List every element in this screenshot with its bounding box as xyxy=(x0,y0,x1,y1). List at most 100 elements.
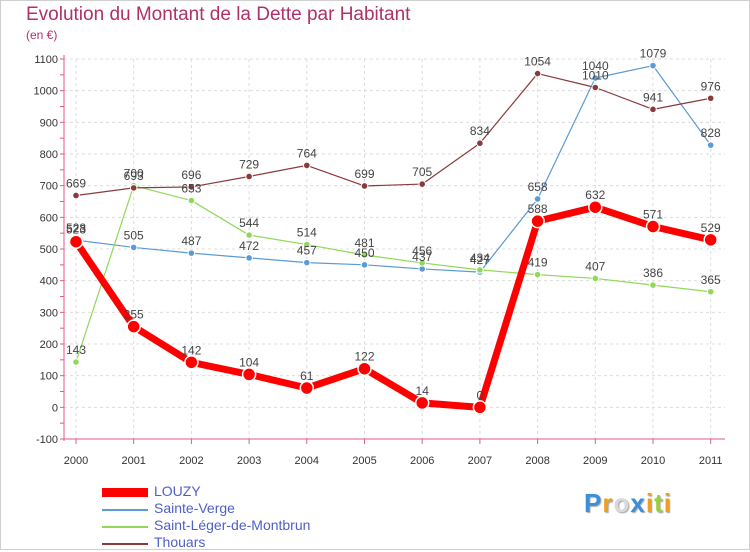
data-point-saint-leger-de-montbrun xyxy=(706,287,715,296)
data-point-sainte-verge xyxy=(649,61,657,70)
data-label-saint-leger-de-montbrun: 365 xyxy=(701,273,721,287)
legend-label: Thouars xyxy=(154,534,206,550)
legend-swatch xyxy=(102,526,148,528)
data-point-sainte-verge xyxy=(360,261,369,269)
data-point-thouars xyxy=(187,183,196,191)
data-point-louzy xyxy=(472,400,488,415)
data-label-thouars: 834 xyxy=(470,124,490,138)
data-point-saint-leger-de-montbrun xyxy=(187,196,196,205)
data-label-sainte-verge: 450 xyxy=(354,246,374,260)
data-label-thouars: 669 xyxy=(66,176,86,190)
data-point-louzy xyxy=(414,395,430,411)
data-label-thouars: 705 xyxy=(412,165,432,179)
series-saint-leger-de-montbrun xyxy=(72,181,715,366)
data-label-thouars: 699 xyxy=(354,167,374,181)
data-point-thouars xyxy=(418,180,427,188)
data-label-sainte-verge: 427 xyxy=(470,253,490,267)
logo-letter: o xyxy=(613,488,631,518)
y-tick-label: 600 xyxy=(40,212,58,224)
data-label-louzy: 571 xyxy=(643,208,663,222)
grid-layer xyxy=(64,58,725,440)
data-point-louzy xyxy=(645,219,661,234)
data-point-thouars xyxy=(476,139,484,148)
data-label-thouars: 696 xyxy=(181,168,201,182)
data-point-saint-leger-de-montbrun xyxy=(245,231,253,239)
proxiti-logo: Proxiti xyxy=(584,488,672,519)
data-label-saint-leger-de-montbrun: 143 xyxy=(66,343,86,357)
data-point-sainte-verge xyxy=(533,195,542,203)
x-tick-label: 2001 xyxy=(121,455,145,467)
data-label-louzy: 61 xyxy=(300,369,314,383)
data-label-saint-leger-de-montbrun: 434 xyxy=(470,251,490,265)
y-tick-label: 900 xyxy=(40,117,58,129)
data-label-louzy: 104 xyxy=(239,355,259,369)
data-label-thouars: 729 xyxy=(239,157,259,171)
legend-label: LOUZY xyxy=(154,483,201,499)
y-tick-label: 200 xyxy=(40,339,58,351)
data-label-saint-leger-de-montbrun: 653 xyxy=(181,182,201,196)
data-point-louzy xyxy=(530,213,545,229)
x-tick-label: 2000 xyxy=(64,455,88,467)
data-point-louzy xyxy=(68,234,84,249)
data-label-thouars: 693 xyxy=(124,169,144,183)
series-line-saint-leger-de-montbrun xyxy=(75,185,712,363)
logo-letter: r xyxy=(602,488,614,518)
x-tick-label: 2004 xyxy=(295,455,319,467)
data-label-sainte-verge: 658 xyxy=(528,180,548,194)
data-label-louzy: 142 xyxy=(181,343,201,357)
x-tick-label: 2003 xyxy=(237,455,261,467)
x-tick-label: 2011 xyxy=(699,455,723,467)
data-label-saint-leger-de-montbrun: 544 xyxy=(239,216,259,230)
data-label-louzy: 14 xyxy=(416,384,430,398)
y-tick-label: 400 xyxy=(40,276,58,288)
data-point-louzy xyxy=(357,361,372,376)
data-label-saint-leger-de-montbrun: 700 xyxy=(124,167,144,181)
y-tick-label: 1000 xyxy=(34,86,58,98)
data-point-thouars xyxy=(245,172,253,181)
y-tick-label: 800 xyxy=(40,149,58,161)
data-label-saint-leger-de-montbrun: 514 xyxy=(297,226,317,240)
data-point-sainte-verge xyxy=(303,258,311,267)
data-point-thouars xyxy=(360,182,369,190)
data-label-thouars: 941 xyxy=(643,90,663,104)
data-label-louzy: 588 xyxy=(528,202,548,216)
axis-layer: -100 0 100 200 300 400 500 600 700 800 900 1000 1100… xyxy=(34,54,725,467)
data-point-louzy xyxy=(241,367,257,382)
data-point-louzy xyxy=(703,232,718,248)
x-tick-label: 2002 xyxy=(179,455,203,467)
data-label-sainte-verge: 1079 xyxy=(640,47,667,61)
legend-label: Saint-Léger-de-Montbrun xyxy=(154,517,311,533)
data-label-thouars: 764 xyxy=(297,146,317,160)
data-point-louzy xyxy=(299,380,315,396)
y-tick-label: 300 xyxy=(40,307,58,319)
x-tick-label: 2006 xyxy=(410,455,434,467)
logo-letter: x xyxy=(630,488,646,518)
data-label-sainte-verge: 437 xyxy=(412,250,432,264)
data-label-sainte-verge: 487 xyxy=(181,234,201,248)
logo-letter: i xyxy=(663,488,672,518)
data-label-saint-leger-de-montbrun: 407 xyxy=(585,259,605,273)
series-thouars xyxy=(72,69,715,200)
y-tick-label: 100 xyxy=(40,371,58,383)
data-point-louzy xyxy=(184,355,199,370)
y-tick-label: 500 xyxy=(40,244,58,256)
series-louzy xyxy=(68,199,718,415)
line-chart: -100 0 100 200 300 400 500 600 700 800 900 1000 1100… xyxy=(34,47,725,467)
data-point-sainte-verge xyxy=(706,141,715,149)
data-point-sainte-verge xyxy=(591,74,600,82)
data-point-thouars xyxy=(303,161,311,170)
y-tick-label: 1100 xyxy=(34,54,58,66)
data-label-louzy: 523 xyxy=(66,223,86,237)
data-point-thouars xyxy=(706,94,715,103)
x-tick-label: 2005 xyxy=(352,455,376,467)
data-label-louzy: 632 xyxy=(585,188,605,202)
legend-swatch xyxy=(102,509,148,511)
data-point-sainte-verge xyxy=(187,249,196,257)
data-point-saint-leger-de-montbrun xyxy=(649,281,657,289)
x-tick-label: 2010 xyxy=(641,455,665,467)
data-label-sainte-verge: 828 xyxy=(701,126,721,140)
chart-title: Evolution du Montant de la Dette par Hab… xyxy=(26,4,411,25)
data-label-louzy: 122 xyxy=(354,350,374,364)
x-tick-label: 2008 xyxy=(525,455,549,467)
